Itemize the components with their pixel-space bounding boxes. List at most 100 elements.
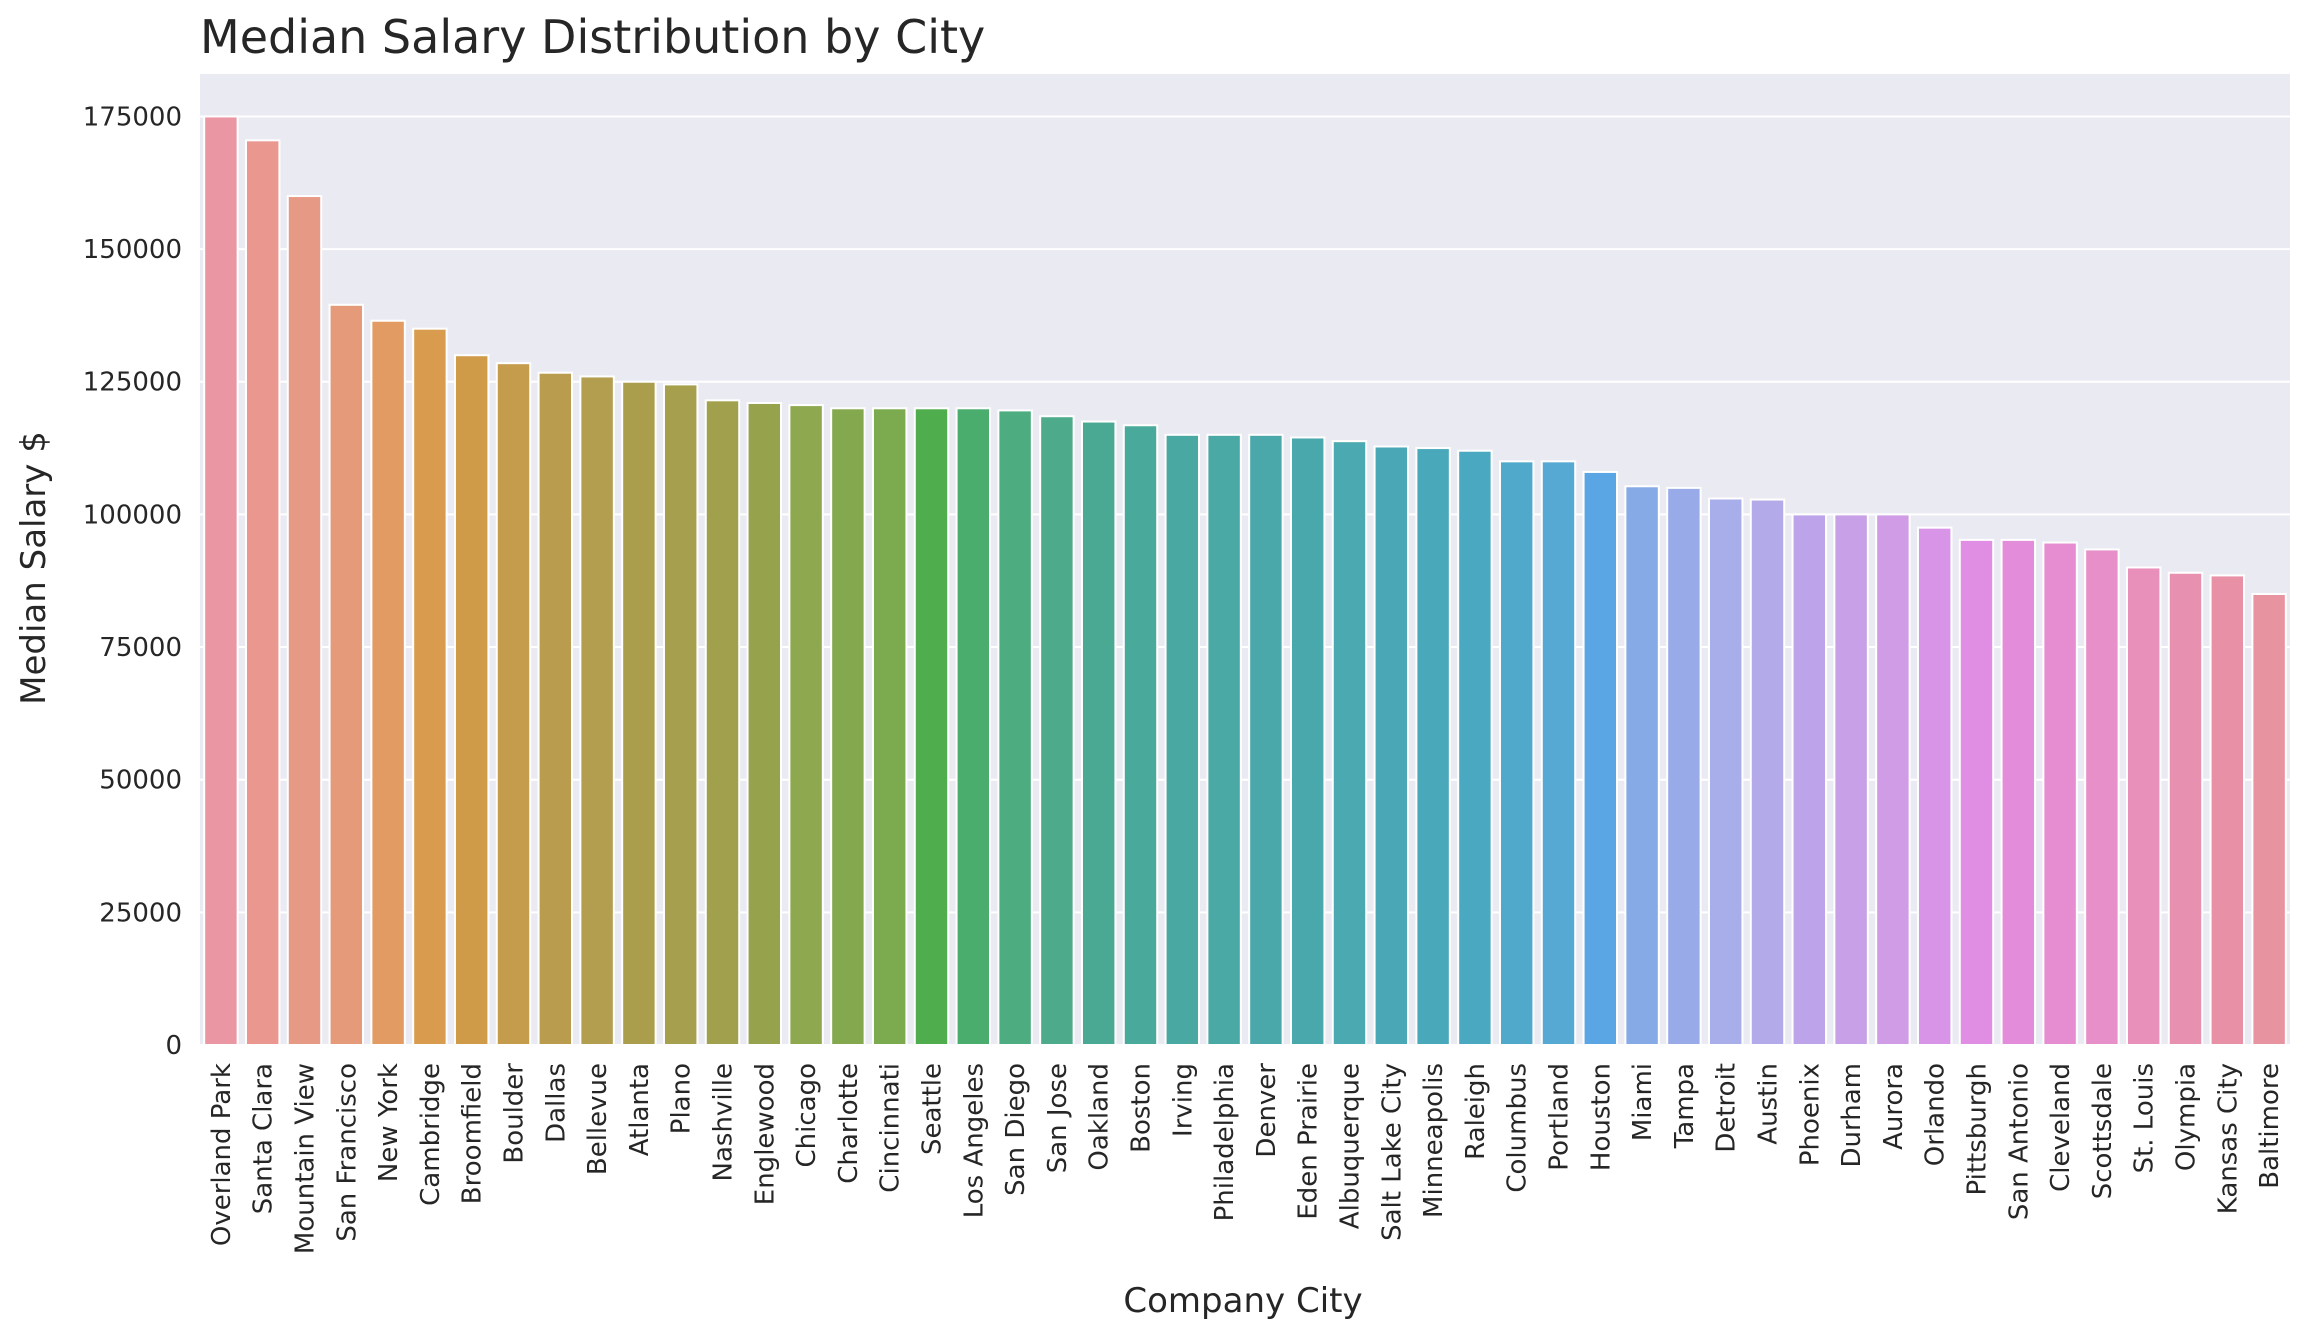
bar — [830, 407, 866, 1046]
x-tick-label: Kansas City — [2213, 1063, 2243, 1214]
x-tick-label: Cleveland — [2046, 1063, 2076, 1192]
bar — [370, 319, 406, 1047]
y-tick-label: 0 — [165, 1031, 182, 1061]
y-tick-labels: 0 25000 50000 75000 100000 125000 150000 175000 — [83, 102, 182, 1061]
x-tick-label: Englewood — [750, 1063, 780, 1205]
x-tick-label: Eden Prairie — [1294, 1063, 1324, 1220]
bar — [1415, 447, 1451, 1046]
y-tick-label: 100000 — [83, 500, 182, 530]
bar — [955, 407, 992, 1046]
bar — [1749, 498, 1786, 1047]
y-tick-label: 25000 — [99, 898, 182, 928]
x-tick-label: New York — [374, 1063, 404, 1182]
bar — [453, 354, 490, 1046]
bar — [328, 303, 365, 1046]
y-tick-label: 125000 — [83, 368, 182, 398]
x-tick-label: Pittsburgh — [1963, 1063, 1993, 1195]
y-tick-label: 75000 — [99, 633, 182, 663]
bar — [1206, 433, 1242, 1047]
bar — [704, 399, 741, 1046]
x-tick-label: Nashville — [709, 1063, 739, 1181]
x-tick-label: Orlando — [1921, 1063, 1951, 1166]
bar — [1833, 513, 1869, 1046]
bar — [1331, 440, 1368, 1046]
x-tick-label: Albuquerque — [1336, 1063, 1366, 1229]
bar — [2084, 548, 2120, 1046]
x-axis-label: Company City — [1123, 1281, 1362, 1321]
bar — [244, 139, 281, 1046]
bar — [1122, 424, 1159, 1046]
x-tick-label: Portland — [1545, 1063, 1575, 1171]
x-tick-label: Austin — [1754, 1063, 1784, 1145]
x-tick-label: Phoenix — [1795, 1063, 1825, 1166]
x-tick-label: Detroit — [1712, 1063, 1742, 1153]
bar — [286, 195, 323, 1046]
bar — [412, 327, 448, 1046]
bar — [1457, 449, 1493, 1047]
x-tick-label: Boston — [1127, 1063, 1157, 1153]
bar — [1164, 433, 1201, 1047]
x-tick-label: Bellevue — [583, 1063, 613, 1175]
y-axis-label: Median Salary $ — [14, 431, 54, 705]
x-tick-label: Baltimore — [2255, 1063, 2285, 1189]
bar — [1248, 433, 1284, 1047]
x-tick-label: Atlanta — [625, 1063, 655, 1156]
x-tick-label: Denver — [1252, 1063, 1282, 1158]
bar — [746, 401, 783, 1047]
bar — [1373, 445, 1410, 1046]
bar — [1289, 436, 1326, 1047]
x-tick-label: Minneapolis — [1419, 1063, 1449, 1218]
x-tick-label: Los Angeles — [959, 1063, 989, 1218]
x-tick-label: Miami — [1628, 1063, 1658, 1141]
x-tick-label: Cambridge — [416, 1063, 446, 1206]
x-tick-label: Plano — [667, 1063, 697, 1134]
bar — [2000, 538, 2037, 1046]
bar — [2167, 571, 2204, 1046]
x-tick-label: Dallas — [541, 1063, 571, 1143]
bar — [2125, 566, 2162, 1047]
bar — [997, 409, 1033, 1046]
bar — [1707, 497, 1744, 1046]
x-tick-label: Santa Clara — [249, 1063, 279, 1214]
bar — [537, 371, 574, 1047]
bar — [913, 407, 950, 1046]
bar — [1080, 420, 1117, 1046]
bar — [1916, 526, 1953, 1046]
x-tick-label: Olympia — [2172, 1063, 2202, 1171]
bar — [495, 362, 532, 1046]
x-tick-label: San Francisco — [332, 1063, 362, 1242]
x-tick-label: Mountain View — [291, 1063, 321, 1254]
y-tick-label: 50000 — [99, 766, 182, 796]
bar — [788, 404, 824, 1046]
x-tick-label: Raleigh — [1461, 1063, 1491, 1160]
x-tick-label: Cincinnati — [876, 1063, 906, 1193]
x-tick-label: Boulder — [500, 1063, 530, 1164]
bar — [2251, 592, 2287, 1046]
x-tick-label: Scottsdale — [2088, 1063, 2118, 1199]
bar — [1039, 415, 1075, 1046]
x-tick-label: Aurora — [1879, 1063, 1909, 1150]
bar — [579, 375, 615, 1046]
bar — [662, 383, 699, 1047]
x-tick-label: St. Louis — [2130, 1063, 2160, 1173]
bar — [871, 407, 908, 1046]
x-tick-label: Columbus — [1503, 1063, 1533, 1193]
chart-title: Median Salary Distribution by City — [200, 10, 985, 64]
x-tick-label: Houston — [1586, 1063, 1616, 1171]
bar — [2209, 574, 2246, 1046]
bar — [1791, 513, 1828, 1046]
x-tick-label: Charlotte — [834, 1063, 864, 1184]
bar — [1540, 460, 1577, 1046]
x-tick-label: Chicago — [792, 1063, 822, 1168]
bar — [203, 115, 239, 1047]
x-tick-label: Tampa — [1670, 1063, 1700, 1149]
y-tick-label: 150000 — [83, 235, 182, 265]
bar — [1582, 470, 1619, 1046]
bar — [2042, 541, 2078, 1046]
x-tick-label: Seattle — [918, 1063, 948, 1155]
x-tick-label: Durham — [1837, 1063, 1867, 1167]
y-tick-label: 175000 — [83, 102, 182, 132]
x-tick-label: Broomfield — [458, 1063, 488, 1204]
bar — [1666, 486, 1702, 1047]
